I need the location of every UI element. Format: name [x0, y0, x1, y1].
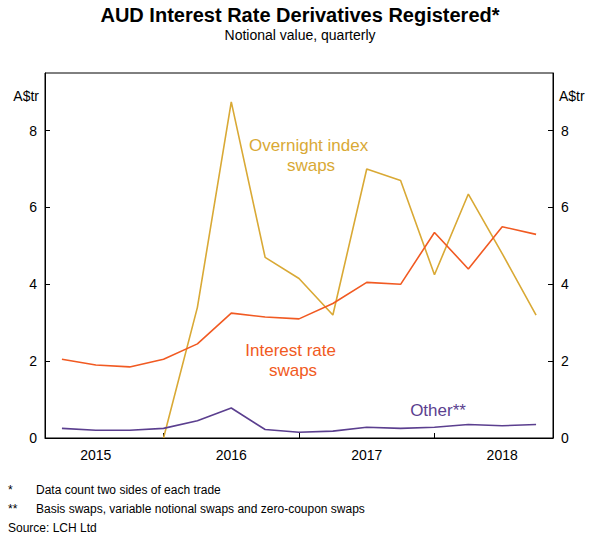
svg-text:Notional value, quarterly: Notional value, quarterly	[225, 27, 376, 43]
svg-text:swaps: swaps	[269, 361, 317, 380]
svg-text:AUD Interest Rate Derivatives: AUD Interest Rate Derivatives Registered…	[100, 4, 499, 26]
html-text:Source: LCH Ltd: Source: LCH Ltd	[8, 521, 97, 535]
html-text:Data count two sides of each t: Data count two sides of each trade	[36, 483, 221, 497]
svg-text:4: 4	[561, 276, 569, 292]
svg-text:2016: 2016	[216, 447, 247, 463]
svg-text:2: 2	[561, 353, 569, 369]
svg-text:Other**: Other**	[410, 401, 466, 420]
svg-text:0: 0	[29, 430, 37, 446]
svg-text:0: 0	[561, 430, 569, 446]
svg-text:A$tr: A$tr	[13, 88, 39, 104]
svg-text:Overnight index: Overnight index	[249, 136, 373, 155]
svg-text:A$tr: A$tr	[559, 88, 585, 104]
svg-text:2017: 2017	[351, 447, 382, 463]
svg-text:8: 8	[561, 123, 569, 139]
svg-text:swaps: swaps	[287, 156, 335, 175]
svg-text:Interest rate: Interest rate	[245, 341, 340, 360]
svg-text:2015: 2015	[80, 447, 111, 463]
svg-text:2: 2	[29, 353, 37, 369]
svg-text:8: 8	[29, 123, 37, 139]
html-text:Basis swaps, variable notional: Basis swaps, variable notional swaps and…	[36, 502, 365, 516]
svg-text:2018: 2018	[487, 447, 518, 463]
svg-text:6: 6	[561, 199, 569, 215]
svg-text:6: 6	[29, 199, 37, 215]
svg-text:4: 4	[29, 276, 37, 292]
